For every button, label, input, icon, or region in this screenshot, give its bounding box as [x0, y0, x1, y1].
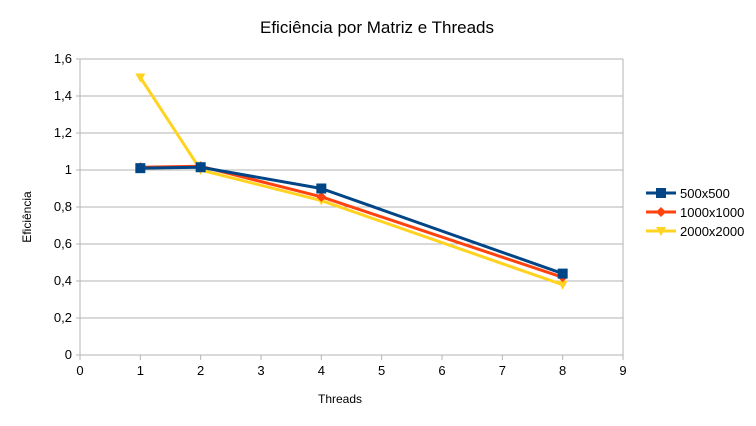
- series-line-500x500: [140, 165, 564, 276]
- series: [135, 73, 568, 290]
- legend: 500x500 1000x1000 2000x2000: [646, 186, 744, 239]
- data-point-2000x2000: [557, 280, 568, 290]
- x-tick-label: 5: [378, 363, 385, 378]
- y-tick-label: 1,6: [54, 51, 72, 66]
- data-point-2000x2000: [135, 73, 146, 83]
- x-tick-label: 6: [438, 363, 445, 378]
- y-tick-label: 0,2: [54, 310, 72, 325]
- y-tick-label: 0: [65, 347, 72, 362]
- y-tick-label: 0,8: [54, 199, 72, 214]
- y-tick-label: 0,4: [54, 273, 72, 288]
- series-line-1000x1000: [140, 164, 564, 279]
- x-tick-label: 1: [137, 363, 144, 378]
- x-axis-label: Threads: [318, 392, 362, 406]
- y-axis-label: Eficiência: [20, 191, 34, 243]
- axes: 0 0,2 0,4 0,6 0,8 1 1,2 1,4 1,6 0 1 2 3 4 5 6 7 8 9: [54, 51, 627, 378]
- x-tick-label: 3: [257, 363, 264, 378]
- legend-marker-2000x2000: [656, 227, 666, 236]
- x-tick-label: 9: [619, 363, 626, 378]
- legend-label: 1000x1000: [680, 205, 744, 220]
- data-point-500x500: [557, 268, 568, 279]
- legend-marker-1000x1000: [656, 207, 666, 217]
- legend-label: 500x500: [680, 186, 730, 201]
- legend-marker-500x500: [656, 188, 666, 198]
- y-tick-label: 1: [65, 162, 72, 177]
- y-tick-label: 1,4: [54, 88, 72, 103]
- x-tick-label: 8: [559, 363, 566, 378]
- legend-label: 2000x2000: [680, 224, 744, 239]
- y-tick-label: 1,2: [54, 125, 72, 140]
- x-tick-label: 2: [197, 363, 204, 378]
- x-tick-label: 0: [76, 363, 83, 378]
- data-point-500x500: [195, 162, 206, 173]
- x-tick-label: 7: [499, 363, 506, 378]
- data-point-500x500: [316, 183, 327, 194]
- x-tick-label: 4: [318, 363, 325, 378]
- series-line-2000x2000: [139, 76, 564, 287]
- data-point-500x500: [135, 163, 146, 174]
- chart-title: Eficiência por Matriz e Threads: [260, 18, 494, 37]
- data-point-1000x1000: [316, 191, 327, 202]
- y-tick-label: 0,6: [54, 236, 72, 251]
